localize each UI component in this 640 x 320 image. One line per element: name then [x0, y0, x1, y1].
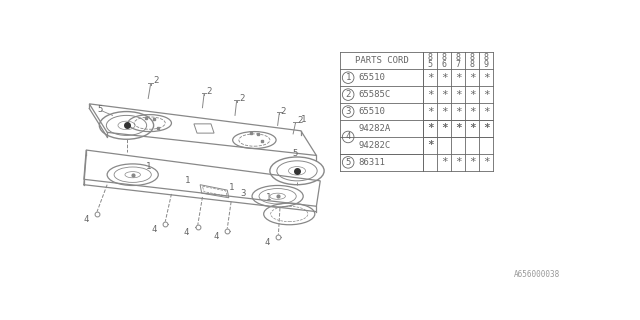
- Text: *: *: [483, 124, 490, 133]
- Text: *: *: [455, 124, 461, 133]
- Text: 94282A: 94282A: [358, 124, 390, 133]
- Text: 3: 3: [346, 107, 351, 116]
- Text: PARTS CORD: PARTS CORD: [355, 56, 408, 65]
- Text: 2: 2: [281, 107, 286, 116]
- Text: 3: 3: [241, 189, 246, 198]
- Text: *: *: [441, 124, 447, 133]
- Text: *: *: [483, 107, 490, 116]
- Text: 5: 5: [428, 60, 433, 69]
- Text: 1: 1: [146, 163, 151, 172]
- Text: 4: 4: [346, 141, 351, 150]
- Text: 5: 5: [292, 149, 298, 158]
- Text: *: *: [427, 124, 434, 133]
- Text: *: *: [468, 124, 476, 133]
- Text: *: *: [468, 107, 476, 116]
- Text: *: *: [468, 73, 476, 83]
- Text: 1: 1: [184, 176, 190, 185]
- Text: *: *: [441, 73, 447, 83]
- Text: 5: 5: [97, 105, 102, 114]
- Text: 4: 4: [184, 228, 189, 237]
- Text: 8: 8: [442, 52, 447, 61]
- Text: *: *: [483, 124, 490, 133]
- Text: *: *: [468, 124, 476, 133]
- Text: 2: 2: [206, 87, 212, 96]
- Text: 9: 9: [484, 60, 488, 69]
- Text: *: *: [427, 73, 434, 83]
- Text: 1: 1: [266, 193, 271, 202]
- Text: *: *: [427, 107, 434, 116]
- Text: 4: 4: [213, 232, 219, 241]
- Text: 7: 7: [456, 60, 461, 69]
- Text: 4: 4: [151, 225, 157, 234]
- Text: *: *: [427, 90, 434, 100]
- Text: 94282A: 94282A: [358, 124, 390, 133]
- Text: 4: 4: [346, 124, 351, 133]
- Text: *: *: [468, 90, 476, 100]
- Text: 8: 8: [470, 60, 475, 69]
- Bar: [340, 120, 423, 154]
- Text: *: *: [483, 157, 490, 167]
- Text: 8: 8: [484, 52, 488, 61]
- Text: 1: 1: [229, 183, 234, 192]
- Text: 1: 1: [301, 115, 307, 124]
- Text: *: *: [441, 107, 447, 116]
- Text: 4: 4: [346, 132, 351, 141]
- Text: 5: 5: [346, 158, 351, 167]
- Text: *: *: [441, 90, 447, 100]
- Text: *: *: [483, 73, 490, 83]
- Text: 2: 2: [154, 76, 159, 85]
- Text: *: *: [427, 140, 434, 150]
- Text: 8: 8: [456, 52, 461, 61]
- Text: 8: 8: [470, 52, 475, 61]
- Text: 2: 2: [297, 116, 302, 125]
- Text: 6: 6: [442, 60, 447, 69]
- Text: *: *: [455, 73, 461, 83]
- Text: 86311: 86311: [358, 158, 385, 167]
- Text: *: *: [483, 90, 490, 100]
- Text: *: *: [455, 157, 461, 167]
- Text: *: *: [468, 157, 476, 167]
- Text: *: *: [441, 124, 447, 133]
- Text: 2: 2: [346, 90, 351, 99]
- Text: 94282C: 94282C: [358, 141, 390, 150]
- Text: *: *: [455, 124, 461, 133]
- Text: 8: 8: [428, 52, 433, 61]
- Text: *: *: [455, 107, 461, 116]
- Text: A656000038: A656000038: [515, 270, 561, 279]
- Text: 4: 4: [264, 238, 270, 247]
- Text: *: *: [427, 140, 434, 150]
- Text: *: *: [441, 157, 447, 167]
- Text: 2: 2: [239, 94, 244, 103]
- Text: 94282C: 94282C: [358, 141, 390, 150]
- Text: 65585C: 65585C: [358, 90, 390, 99]
- Text: 4: 4: [83, 215, 88, 224]
- Text: *: *: [455, 90, 461, 100]
- Text: 1: 1: [346, 73, 351, 82]
- Text: *: *: [427, 124, 434, 133]
- Text: 65510: 65510: [358, 107, 385, 116]
- Text: 65510: 65510: [358, 73, 385, 82]
